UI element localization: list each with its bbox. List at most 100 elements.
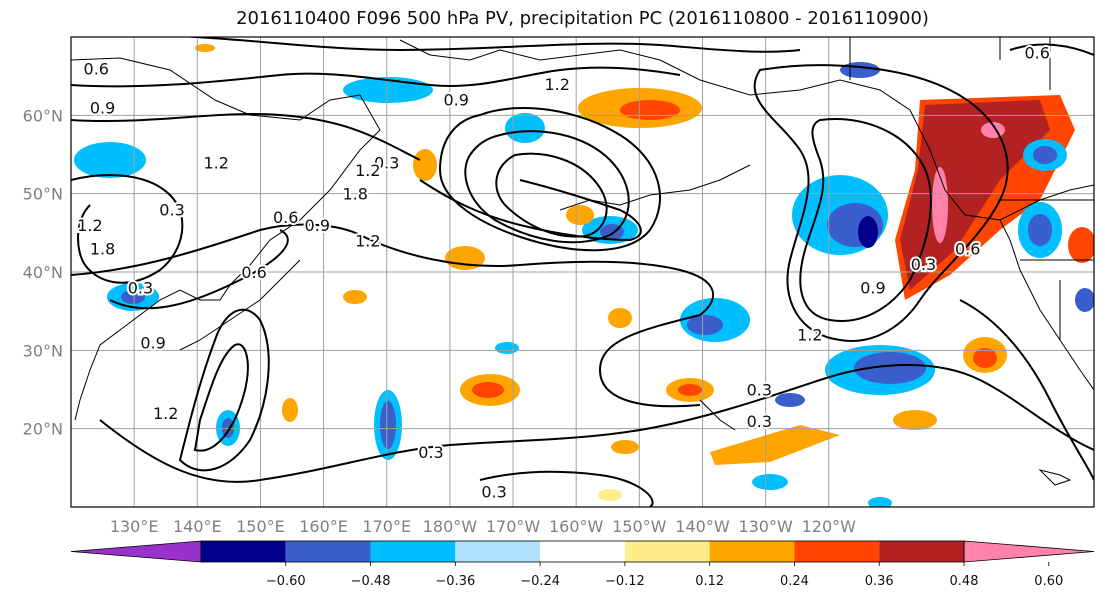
contour-label: 0.3 bbox=[128, 279, 153, 298]
colorbar-tick-label: −0.48 bbox=[351, 574, 391, 589]
precip-blob bbox=[1075, 288, 1094, 312]
precip-blob bbox=[893, 410, 937, 430]
colorbar-segment bbox=[624, 541, 710, 562]
precip-blob bbox=[1028, 214, 1052, 246]
precip-blob bbox=[343, 290, 367, 304]
colorbar-segment bbox=[455, 541, 541, 562]
contour-labels: 0.61.20.90.90.60.31.21.21.80.31.2 0.6 0.91… bbox=[75, 42, 1052, 504]
gridlines bbox=[71, 37, 1094, 507]
precip-blob bbox=[505, 113, 545, 143]
latitude-tick-label: 50°N bbox=[23, 185, 63, 204]
pv-contour bbox=[479, 470, 654, 507]
precip-blob bbox=[74, 142, 146, 178]
pv-contours bbox=[71, 37, 1094, 507]
contour-label: 0.9 bbox=[305, 216, 330, 235]
contour-label: 0.3 bbox=[159, 200, 184, 219]
contour-label: 1.2 bbox=[797, 326, 822, 345]
coastline bbox=[71, 57, 381, 421]
pv-contour bbox=[464, 130, 630, 244]
colorbar-segment bbox=[285, 541, 371, 562]
precip-blob bbox=[222, 418, 234, 438]
longitude-tick-label: 120°W bbox=[802, 517, 857, 536]
pv-contour bbox=[1009, 43, 1094, 56]
precip-blob bbox=[608, 308, 632, 328]
contour-label: 1.2 bbox=[545, 75, 570, 94]
contour-label: 1.2 bbox=[153, 404, 178, 423]
colorbar-tick-label: −0.24 bbox=[520, 574, 560, 589]
pv-contour bbox=[99, 364, 1094, 483]
contour-label: 0.3 bbox=[911, 255, 936, 274]
precip-blob bbox=[775, 393, 805, 407]
contour-label: 0.3 bbox=[481, 482, 506, 501]
pv-contour bbox=[71, 174, 184, 284]
contour-label: 0.9 bbox=[140, 334, 165, 353]
contour-label: 0.6 bbox=[241, 263, 266, 282]
contour-label: 1.2 bbox=[355, 161, 380, 180]
precip-blob bbox=[752, 474, 788, 490]
pv-contour bbox=[178, 37, 801, 53]
precip-blob bbox=[195, 44, 215, 52]
longitude-tick-label: 160°W bbox=[549, 517, 604, 536]
colorbar-outline bbox=[200, 540, 965, 563]
longitude-tick-label: 150°W bbox=[612, 517, 667, 536]
precip-blob bbox=[282, 398, 298, 422]
contour-label: 0.6 bbox=[273, 208, 298, 227]
colorbar-segment bbox=[540, 541, 625, 562]
precip-blob bbox=[121, 290, 145, 304]
contour-label: 1.2 bbox=[77, 216, 102, 235]
pv-contour bbox=[959, 299, 1094, 481]
precip-blob bbox=[472, 382, 504, 398]
latitude-tick-label: 40°N bbox=[23, 263, 63, 282]
contour-label: 0.9 bbox=[90, 99, 115, 118]
map-frame bbox=[70, 36, 1095, 508]
coastline bbox=[1038, 469, 1072, 486]
contour-label: 0.6 bbox=[1024, 44, 1049, 63]
contour-label: 0.6 bbox=[955, 240, 980, 259]
colorbar-tick-label: 0.60 bbox=[1034, 574, 1063, 589]
contour-label: 1.2 bbox=[204, 153, 229, 172]
longitude-tick-label: 140°E bbox=[173, 517, 222, 536]
coastline bbox=[849, 37, 1094, 340]
precip-blob bbox=[1068, 227, 1094, 263]
contour-label: 0.9 bbox=[443, 91, 468, 110]
precip-blob bbox=[973, 348, 997, 368]
longitude-tick-label: 170°E bbox=[362, 517, 411, 536]
precip-blob bbox=[678, 384, 702, 396]
colorbar-segment bbox=[201, 541, 286, 562]
colorbar-tick-label: 0.12 bbox=[695, 574, 724, 589]
colorbar-tick-label: 0.48 bbox=[950, 574, 979, 589]
map-title: 2016110400 F096 500 hPa PV, precipitatio… bbox=[236, 8, 929, 29]
longitude-tick-label: 130°W bbox=[738, 517, 793, 536]
precip-blob bbox=[495, 342, 519, 354]
pv-contour bbox=[71, 223, 715, 408]
precip-blob bbox=[854, 352, 926, 384]
pv-contour bbox=[799, 118, 932, 322]
colorbar-extend-low bbox=[70, 540, 202, 563]
map-content: 0.61.20.90.90.60.31.21.21.80.31.2 0.6 0.91… bbox=[71, 37, 1094, 507]
latitude-tick-label: 60°N bbox=[23, 106, 63, 125]
latitude-labels: 60°N 50°N 40°N 30°N 20°N bbox=[23, 106, 63, 438]
contour-label: 0.9 bbox=[860, 279, 885, 298]
contour-label: 0.6 bbox=[84, 59, 109, 78]
pv-contour bbox=[495, 152, 608, 238]
colorbar-extend-high bbox=[963, 540, 1095, 563]
longitude-tick-label: 150°E bbox=[236, 517, 285, 536]
colorbar-labels: −0.60 −0.48 −0.36 −0.24 −0.12 0.12 0.24 0.36 0.4… bbox=[266, 562, 1063, 589]
colorbar-tick-label: −0.60 bbox=[266, 574, 306, 589]
colorbar-tick-label: −0.36 bbox=[435, 574, 475, 589]
pv-contour bbox=[438, 106, 661, 252]
contour-label: 0.3 bbox=[374, 153, 399, 172]
precip-blob bbox=[932, 167, 948, 243]
pv-contour bbox=[178, 308, 270, 472]
contour-label: 0.3 bbox=[418, 443, 443, 462]
precip-blob bbox=[598, 489, 622, 501]
longitude-tick-label: 160°E bbox=[299, 517, 348, 536]
contour-label: 0.3 bbox=[747, 381, 772, 400]
latitude-tick-label: 30°N bbox=[23, 341, 63, 360]
longitude-tick-label: 170°W bbox=[486, 517, 541, 536]
precip-blob bbox=[900, 100, 1050, 290]
precip-blob bbox=[858, 216, 878, 248]
longitude-labels: 130°E 140°E 150°E 160°E 170°E 180°W 170°W 160°W… bbox=[110, 517, 856, 536]
colorbar-tick-label: 0.24 bbox=[780, 574, 809, 589]
